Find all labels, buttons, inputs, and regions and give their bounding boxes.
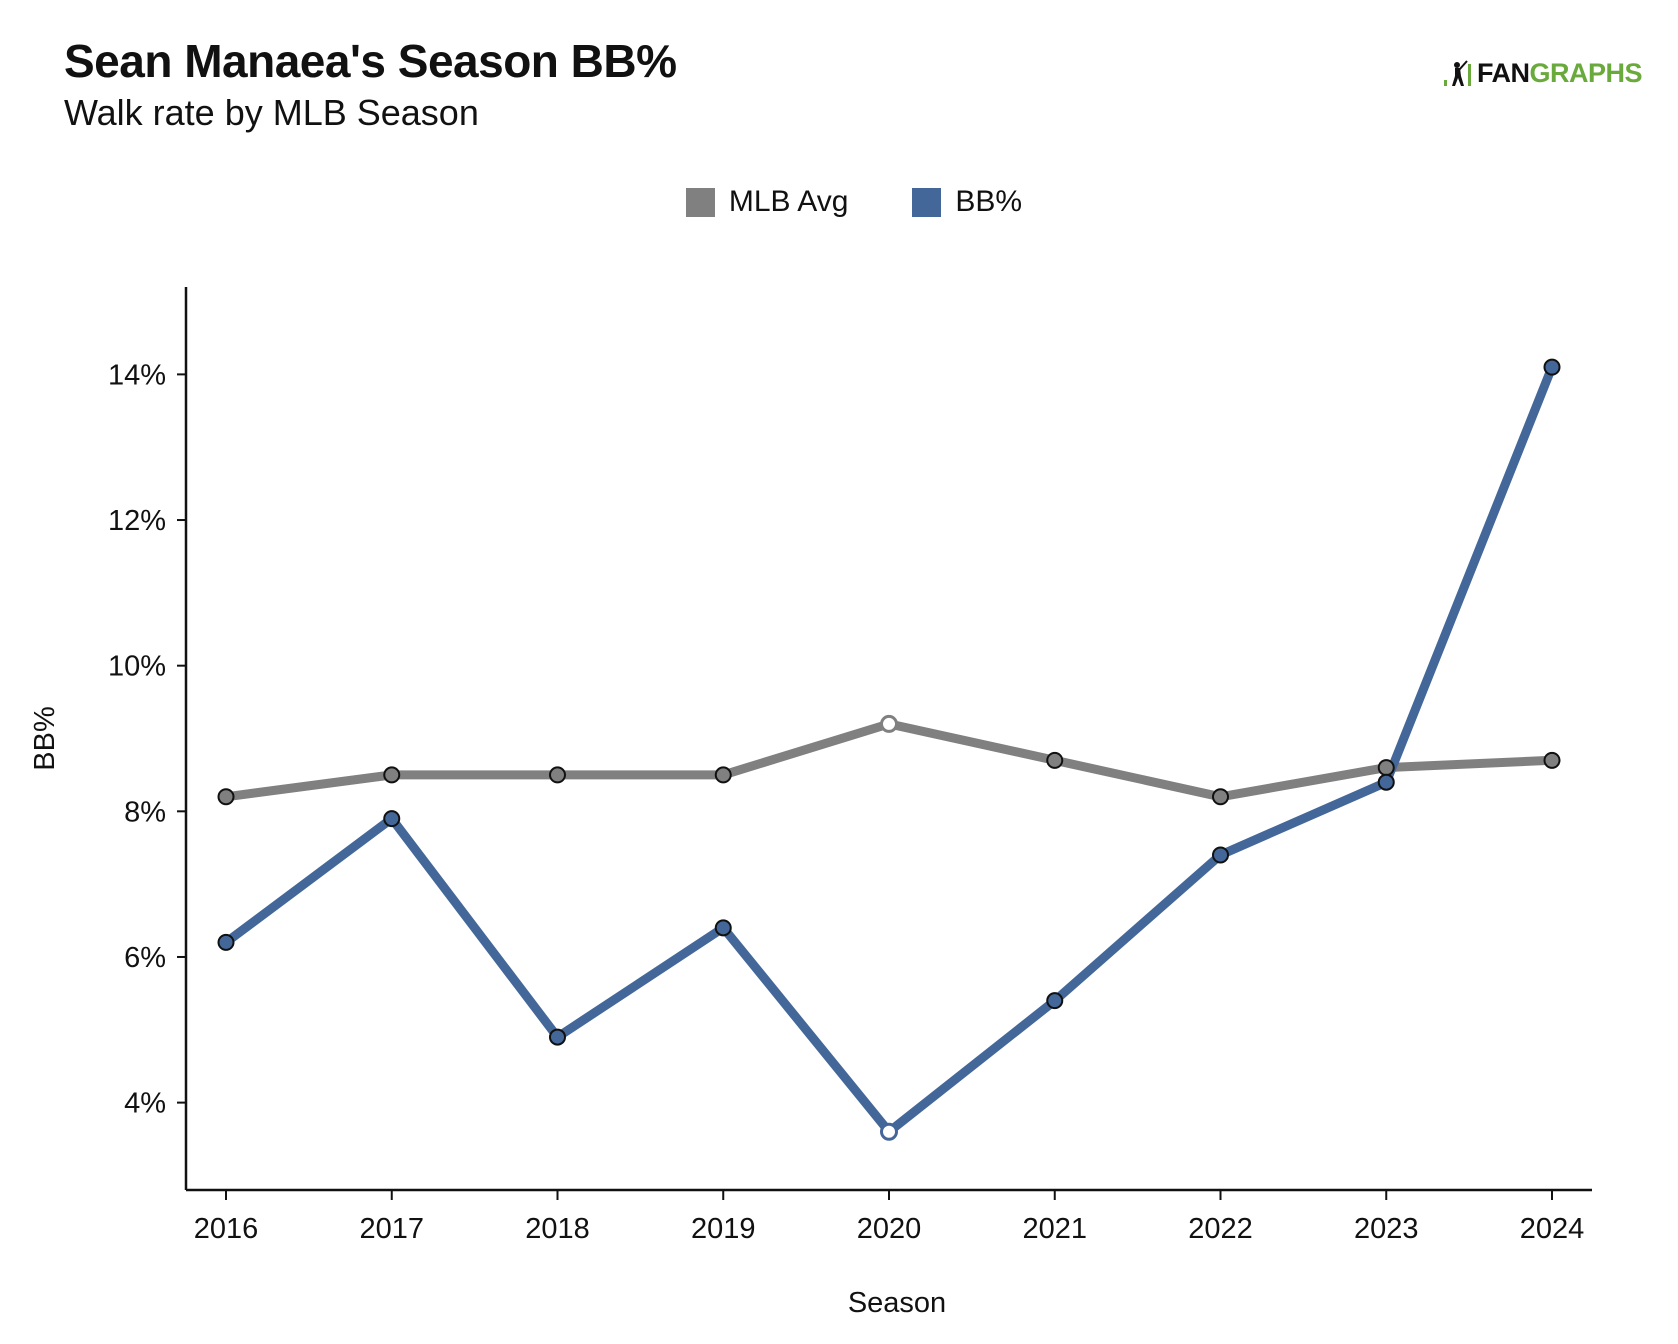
batter-icon (1443, 60, 1471, 86)
data-point-mlb-avg (217, 788, 235, 806)
data-point-mlb-avg (714, 766, 732, 784)
legend-label-mlb-avg: MLB Avg (728, 185, 849, 218)
data-point-bb-pct (1212, 846, 1229, 864)
x-tick-label: 2016 (194, 1213, 259, 1245)
chart-axes: 4% 6% 8% 10% 12% 14% 2016 2017 2018 2019 2020 2021 2… (29, 287, 1592, 1319)
x-tick-label: 2024 (1520, 1213, 1585, 1245)
points-layer (217, 358, 1561, 1141)
data-point-bb-pct (1046, 992, 1064, 1010)
y-axis-title: BB% (29, 706, 61, 770)
data-point-bb-pct (549, 1028, 566, 1046)
x-tick-label: 2017 (359, 1213, 424, 1245)
legend-swatch-mlb-avg (685, 187, 715, 217)
x-tick-label: 2019 (691, 1213, 756, 1245)
y-tick-label: 8% (124, 796, 166, 828)
data-point-mlb-avg (1543, 751, 1561, 769)
logo-text-fan: FAN (1476, 58, 1530, 88)
data-point-bb-pct (714, 919, 732, 937)
fangraphs-logo[interactable]: FANGRAPHS (1443, 52, 1642, 88)
x-tick-label: 2020 (857, 1213, 922, 1245)
y-tick-label: 6% (124, 942, 166, 974)
x-tick-label: 2023 (1354, 1213, 1419, 1245)
x-axis-title: Season (848, 1287, 946, 1319)
chart-legend: MLB Avg BB% (0, 185, 1678, 219)
data-point-mlb-avg (1046, 751, 1064, 769)
chart-subtitle: Walk rate by MLB Season (64, 92, 479, 133)
y-tick-label: 14% (108, 359, 166, 391)
x-tick-label: 2021 (1022, 1213, 1087, 1245)
legend-label-bb-pct: BB% (955, 185, 1023, 218)
y-tick-label: 4% (124, 1088, 166, 1120)
legend-item-bb-pct[interactable]: BB% (912, 185, 1022, 219)
data-point-bb-pct (880, 1122, 898, 1141)
chart-title: Sean Manaea's Season BB% (64, 35, 677, 87)
data-point-mlb-avg (1212, 788, 1229, 806)
legend-swatch-bb-pct (912, 187, 942, 217)
series-line-mlb-avg (221, 719, 1557, 802)
legend-item-mlb-avg[interactable]: MLB Avg (685, 185, 849, 219)
data-point-bb-pct (1543, 358, 1561, 376)
data-point-bb-pct (217, 933, 235, 951)
x-tick-label: 2022 (1188, 1213, 1253, 1245)
data-point-mlb-avg (383, 766, 401, 784)
data-point-mlb-avg (549, 766, 566, 784)
data-point-mlb-avg (880, 714, 898, 733)
series-line-bb-pct (221, 362, 1557, 1137)
x-tick-label: 2018 (525, 1213, 590, 1245)
y-tick-label: 10% (108, 651, 166, 683)
data-point-bb-pct (1377, 773, 1395, 791)
y-tick-label: 12% (108, 505, 166, 537)
data-point-mlb-avg (1377, 759, 1395, 777)
logo-text-graphs: GRAPHS (1529, 58, 1642, 88)
series-layer (221, 362, 1557, 1137)
data-point-bb-pct (383, 810, 401, 828)
